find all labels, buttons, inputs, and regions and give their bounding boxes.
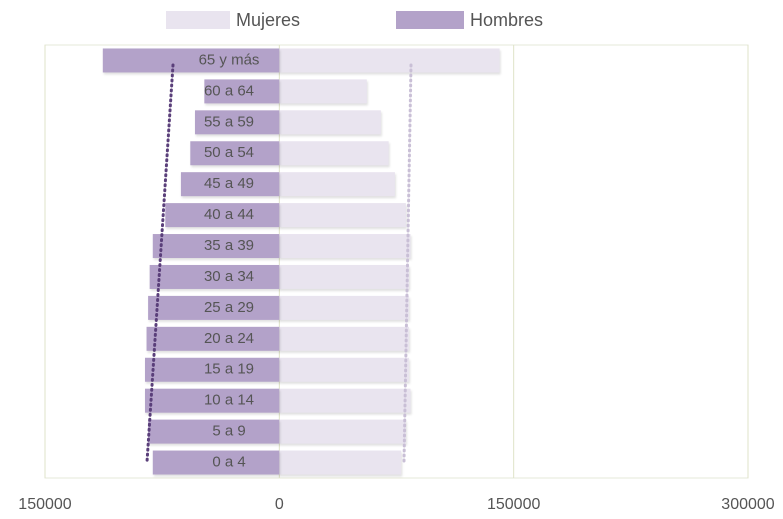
category-label: 20 a 24 — [204, 330, 254, 347]
bar — [152, 450, 280, 475]
category-label: 65 y más — [199, 51, 260, 68]
category-label: 10 a 14 — [204, 392, 254, 409]
bar — [279, 450, 402, 475]
bar — [190, 141, 280, 166]
category-label: 0 a 4 — [212, 454, 245, 471]
bar — [148, 419, 280, 444]
x-tick-label: 300000 — [721, 496, 774, 513]
bar — [204, 79, 280, 104]
bar — [279, 141, 389, 166]
category-label: 45 a 49 — [204, 175, 254, 192]
trend-line — [145, 63, 175, 464]
bar — [279, 110, 381, 135]
bar — [148, 295, 280, 320]
bar — [146, 326, 280, 351]
bar — [144, 357, 280, 382]
category-label: 60 a 64 — [204, 82, 254, 99]
bar — [279, 48, 500, 73]
bar — [144, 388, 280, 413]
x-tick-label: 0 — [275, 496, 284, 513]
bar — [279, 203, 406, 228]
bar — [279, 388, 411, 413]
trend-line — [402, 63, 413, 464]
x-tick-label: 150000 — [18, 496, 71, 513]
bar — [279, 326, 409, 351]
category-label: 40 a 44 — [204, 206, 254, 223]
category-label: 5 a 9 — [212, 423, 245, 440]
legend-swatch — [166, 11, 230, 29]
bar — [279, 79, 367, 104]
category-label: 25 a 29 — [204, 299, 254, 316]
bar — [279, 419, 406, 444]
bar — [152, 234, 280, 259]
bar — [279, 264, 409, 289]
x-tick-label: 150000 — [487, 496, 540, 513]
legend-label: Hombres — [470, 10, 543, 30]
category-label: 30 a 34 — [204, 268, 254, 285]
bar — [102, 48, 280, 73]
bar — [279, 357, 409, 382]
bar — [149, 264, 280, 289]
bar — [180, 172, 280, 197]
legend-swatch — [396, 11, 464, 29]
bar — [165, 203, 280, 228]
bar — [279, 234, 411, 259]
category-label: 55 a 59 — [204, 113, 254, 130]
bar — [279, 172, 395, 197]
category-label: 50 a 54 — [204, 144, 254, 161]
category-label: 15 a 19 — [204, 361, 254, 378]
bar — [279, 295, 409, 320]
category-label: 35 a 39 — [204, 237, 254, 254]
legend-label: Mujeres — [236, 10, 300, 30]
bar — [194, 110, 280, 135]
